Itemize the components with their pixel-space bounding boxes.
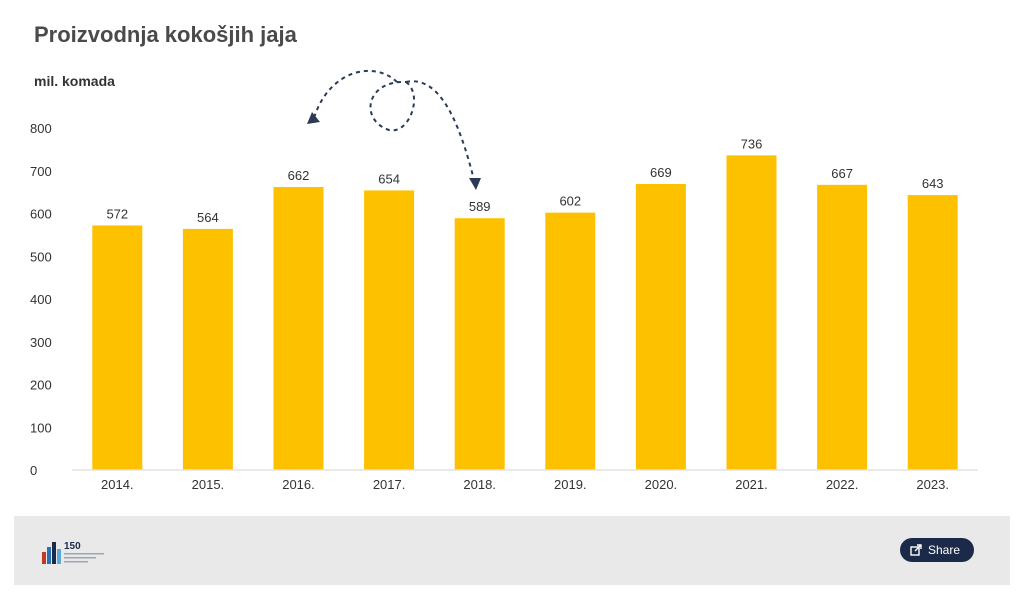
y-tick-label: 200 [30,378,52,393]
bar[interactable] [273,186,324,470]
x-tick-label: 2019. [554,477,587,492]
bar-value-label: 643 [922,176,944,191]
bar[interactable] [817,184,868,471]
y-tick-label: 800 [30,121,52,136]
y-tick-label: 0 [30,463,37,478]
annotation-arrow-right [405,80,475,181]
y-axis-ticks: 0 100 200 300 400 500 600 700 800 [30,121,52,478]
bar-value-label: 602 [559,194,581,209]
bar-value-label: 736 [741,136,763,151]
bar-value-label: 564 [197,210,219,225]
bar[interactable] [726,155,777,471]
x-tick-label: 2021. [735,477,768,492]
x-tick-label: 2018. [463,477,496,492]
bar-value-label: 669 [650,165,672,180]
x-tick-label: 2023. [916,477,949,492]
bar[interactable] [92,225,143,470]
y-axis-unit-label: mil. komada [34,73,115,89]
bar-value-label: 589 [469,199,491,214]
bar-value-label: 662 [288,168,310,183]
y-tick-label: 100 [30,420,52,435]
bar-value-label: 572 [106,206,128,221]
bar[interactable] [545,212,596,470]
bar[interactable] [635,184,686,470]
share-button[interactable]: Share [900,538,975,562]
chart-title: Proizvodnja kokošjih jaja [34,22,297,47]
x-tick-label: 2020. [645,477,678,492]
arrowhead-right-icon [469,178,481,190]
share-icon [910,544,922,556]
bar-value-label: 667 [831,166,853,181]
chart-card: Proizvodnja kokošjih jaja mil. komada 0 1… [14,0,1010,516]
bar-value-label: 654 [378,171,400,186]
y-tick-label: 700 [30,164,52,179]
arrowheads [307,112,481,190]
annotation-loop [369,80,416,132]
x-tick-label: 2015. [192,477,225,492]
bar[interactable] [454,218,505,470]
x-axis-ticks: 2014. 2015. 2016. 2017. 2018. 2019. 2020. 2021.… [101,477,949,492]
share-label: Share [928,543,961,557]
x-tick-label: 2016. [282,477,315,492]
annotation-arrow-left [313,69,398,119]
value-labels: 572 564 662 654 589 602 669 736 667 643 [106,136,943,225]
bar[interactable] [182,228,233,470]
x-tick-label: 2014. [101,477,134,492]
y-tick-label: 500 [30,249,52,264]
dashed-arrow-annotation [313,69,475,181]
bars [92,155,958,471]
bar-chart: 0 100 200 300 400 500 600 700 800 572 564 662 654 58… [30,69,978,492]
y-tick-label: 400 [30,292,52,307]
bar[interactable] [907,195,958,470]
logo-icon: 150 [42,541,104,564]
bar[interactable] [364,190,415,471]
arrowhead-left-icon [307,112,320,124]
x-tick-label: 2017. [373,477,406,492]
y-tick-label: 300 [30,335,52,350]
x-tick-label: 2022. [826,477,859,492]
y-tick-label: 600 [30,207,52,222]
chart-footer: 150 Share [14,516,1010,585]
logo-text: 150 [64,541,81,552]
